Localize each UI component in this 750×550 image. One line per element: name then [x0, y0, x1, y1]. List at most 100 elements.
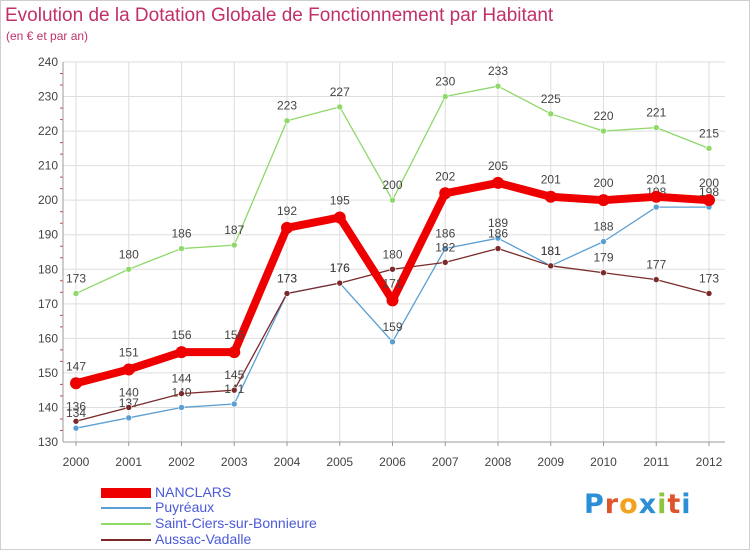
data-point — [494, 245, 502, 252]
legend-label-puyreaux: Puyréaux — [155, 499, 215, 515]
data-label: 147 — [66, 359, 86, 373]
legend-swatch-saint-ciers — [101, 523, 151, 525]
data-point — [547, 262, 555, 270]
x-tick-label: 2010 — [590, 455, 617, 469]
y-tick-label: 170 — [38, 297, 58, 311]
data-label: 189 — [488, 216, 508, 230]
data-point — [125, 414, 133, 422]
data-point — [705, 290, 713, 297]
data-label: 144 — [171, 372, 191, 386]
data-point — [547, 110, 555, 118]
logo-letter: t — [667, 489, 682, 520]
data-point — [597, 194, 610, 207]
data-label: 220 — [593, 109, 613, 123]
data-point — [125, 265, 133, 273]
data-point — [703, 194, 715, 207]
data-point — [652, 276, 660, 283]
data-label: 173 — [699, 271, 719, 285]
data-label: 198 — [699, 185, 719, 199]
data-label: 173 — [66, 271, 86, 285]
logo-letter: i — [657, 489, 668, 520]
x-tick-label: 2001 — [115, 455, 142, 469]
data-label: 200 — [382, 178, 402, 192]
data-label: 227 — [330, 85, 350, 99]
data-label: 173 — [277, 271, 297, 285]
legend-label-aussac: Aussac-Vadalle — [155, 531, 252, 547]
data-label: 200 — [699, 176, 719, 190]
data-point — [72, 417, 80, 425]
data-label: 200 — [593, 176, 613, 190]
data-point — [70, 377, 82, 390]
data-label: 186 — [435, 227, 455, 241]
data-label: 181 — [541, 244, 561, 258]
legend-item-puyreaux: Puyréaux — [101, 499, 401, 515]
legend-swatch-aussac — [101, 539, 151, 541]
data-point — [494, 234, 502, 242]
data-label: 233 — [488, 64, 508, 78]
y-tick-label: 240 — [38, 55, 58, 69]
data-label: 205 — [488, 159, 508, 173]
data-point — [333, 211, 346, 224]
data-point — [441, 93, 449, 100]
data-point — [178, 404, 185, 411]
y-tick-label: 130 — [38, 435, 58, 449]
data-label: 176 — [330, 261, 350, 275]
data-point — [125, 404, 133, 411]
data-label: 201 — [541, 173, 561, 187]
data-label: 188 — [593, 220, 613, 234]
legend-item-nanclars: NANCLARS — [101, 484, 401, 500]
data-label: 182 — [435, 240, 455, 254]
x-tick-label: 2007 — [432, 455, 459, 469]
data-point — [283, 290, 291, 297]
data-label: 156 — [171, 328, 191, 342]
data-point — [441, 259, 449, 266]
data-point — [281, 221, 293, 234]
logo-letter: P — [584, 489, 605, 520]
data-label: 136 — [66, 399, 86, 413]
x-tick-label: 2003 — [221, 455, 248, 469]
data-label: 176 — [330, 261, 350, 275]
y-tick-label: 140 — [38, 400, 58, 414]
logo-letter: r — [604, 489, 620, 520]
data-point — [441, 245, 449, 252]
data-point — [228, 346, 241, 359]
data-label: 201 — [646, 173, 666, 187]
data-point — [439, 187, 452, 200]
chart-subtitle: (en € et par an) — [6, 29, 89, 43]
chart-title: Evolution de la Dotation Globale de Fonc… — [5, 5, 554, 26]
data-point — [544, 190, 557, 203]
legend-swatch-puyreaux — [101, 507, 151, 509]
y-tick-label: 180 — [38, 262, 58, 276]
data-label: 192 — [277, 204, 297, 218]
data-point — [389, 265, 396, 273]
data-point — [336, 103, 344, 111]
x-tick-label: 2011 — [643, 455, 669, 469]
y-tick-label: 230 — [38, 90, 58, 104]
data-point — [600, 269, 607, 277]
data-point — [336, 279, 344, 287]
data-point — [494, 82, 502, 90]
data-label: 180 — [119, 247, 139, 261]
data-point — [72, 290, 80, 297]
legend-label-nanclars: NANCLARS — [155, 484, 232, 500]
y-tick-label: 210 — [38, 159, 58, 173]
legend-label-saint-ciers: Saint-Ciers-sur-Bonnieure — [155, 515, 317, 531]
data-label: 202 — [435, 169, 455, 183]
data-label: 177 — [646, 258, 666, 272]
data-label: 179 — [593, 251, 613, 265]
logo-letter: i — [681, 489, 692, 520]
legend-item-saint-ciers: Saint-Ciers-sur-Bonnieure — [101, 515, 401, 531]
data-point — [72, 424, 80, 432]
y-tick-label: 200 — [38, 193, 58, 207]
data-point — [122, 363, 135, 376]
data-point — [705, 145, 713, 152]
data-label: 225 — [541, 92, 561, 106]
data-label: 223 — [277, 99, 297, 113]
x-tick-label: 2002 — [168, 455, 195, 469]
data-label: 151 — [119, 345, 139, 359]
legend-swatch-nanclars — [101, 488, 151, 498]
data-point — [230, 400, 238, 408]
data-point — [389, 196, 396, 204]
data-point — [650, 190, 663, 203]
